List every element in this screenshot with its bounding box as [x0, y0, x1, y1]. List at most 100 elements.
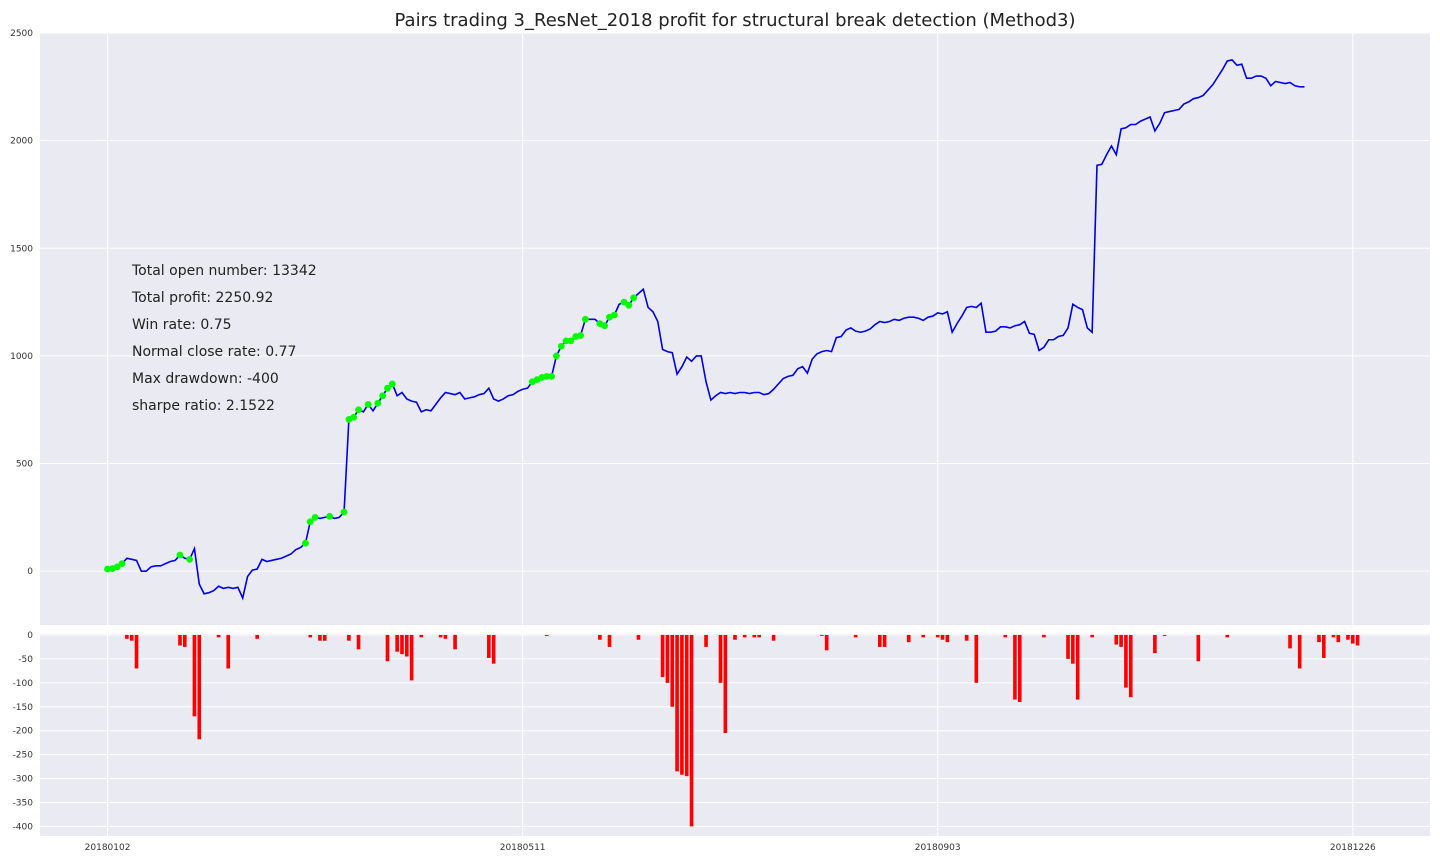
- break-marker: [620, 298, 628, 306]
- drawdown-y-tick-label: -150: [13, 703, 34, 713]
- drawdown-bar: [877, 634, 882, 647]
- drawdown-bar: [1322, 634, 1326, 658]
- drawdown-bar: [598, 634, 602, 640]
- drawdown-bar: [935, 634, 940, 638]
- drawdown-bar: [1196, 634, 1201, 662]
- break-marker: [186, 555, 194, 563]
- drawdown-bar: [491, 634, 496, 664]
- drawdown-bar: [974, 634, 979, 683]
- drawdown-bar: [945, 634, 950, 643]
- drawdown-bar: [1162, 634, 1167, 636]
- drawdown-bar: [906, 634, 911, 643]
- break-marker: [176, 551, 184, 559]
- drawdown-y-tick-label: -300: [13, 775, 34, 785]
- drawdown-bar: [1017, 634, 1022, 702]
- drawdown-bar: [395, 634, 399, 652]
- drawdown-bar: [544, 634, 549, 636]
- drawdown-bar: [129, 634, 134, 641]
- drawdown-bar: [1128, 634, 1133, 698]
- drawdown-bar: [226, 634, 231, 669]
- drawdown-bar: [684, 634, 689, 777]
- break-marker: [562, 337, 570, 345]
- break-marker: [567, 337, 575, 345]
- drawdown-bar: [1071, 634, 1075, 664]
- drawdown-y-tick-label: -100: [13, 679, 34, 689]
- drawdown-bar: [409, 634, 414, 681]
- stat-line: Total profit: 2250.92: [131, 290, 273, 306]
- chart-title: Pairs trading 3_ResNet_2018 profit for s…: [395, 10, 1076, 31]
- drawdown-bar: [1288, 634, 1292, 649]
- profit-y-tick-label: 2500: [10, 29, 33, 39]
- drawdown-y-tick-label: -250: [13, 751, 34, 761]
- profit-y-tick-labels: 0 500 1000 1500 2000 2500: [10, 29, 33, 577]
- x-tick-label: 20180903: [915, 843, 961, 853]
- break-marker: [384, 384, 391, 392]
- drawdown-bar: [192, 634, 197, 717]
- drawdown-bar: [680, 634, 684, 775]
- drawdown-bar: [453, 634, 457, 650]
- stat-line: Total open number: 13342: [131, 263, 317, 279]
- drawdown-bar: [723, 634, 728, 734]
- break-marker: [548, 372, 555, 380]
- drawdown-bar: [404, 634, 409, 657]
- profit-line: [107, 59, 1305, 601]
- drawdown-bar: [820, 634, 824, 636]
- drawdown-grid: [40, 634, 1430, 836]
- drawdown-bars: [125, 634, 1360, 827]
- x-tick-labels: 20180102 20180511 20180903 20181226: [85, 843, 1376, 853]
- break-marker: [625, 301, 633, 309]
- drawdown-y-tick-label: -350: [13, 798, 34, 808]
- stat-line: Normal close rate: 0.77: [132, 344, 296, 360]
- break-marker: [302, 539, 309, 547]
- drawdown-bar: [752, 634, 757, 638]
- drawdown-bar: [853, 634, 858, 638]
- break-marker: [388, 380, 396, 388]
- drawdown-bar: [125, 634, 129, 639]
- profit-plot-area: [40, 33, 1430, 625]
- x-tick-label: 20180102: [85, 843, 131, 853]
- break-marker: [113, 563, 121, 571]
- stats-annotations: Total open number: 13342 Total profit: 22…: [131, 263, 317, 414]
- drawdown-bar: [689, 634, 694, 827]
- drawdown-bar: [882, 634, 887, 647]
- drawdown-bar: [1124, 634, 1128, 688]
- drawdown-bar: [216, 634, 221, 638]
- profit-y-tick-label: 0: [27, 567, 33, 577]
- drawdown-bar: [347, 634, 351, 641]
- break-marker: [350, 413, 358, 421]
- drawdown-bar: [1331, 634, 1336, 638]
- stat-line: Win rate: 0.75: [132, 317, 232, 333]
- drawdown-bar: [660, 634, 665, 678]
- drawdown-bar: [742, 634, 747, 638]
- drawdown-bar: [1066, 634, 1070, 659]
- break-marker: [374, 399, 382, 407]
- drawdown-bar: [824, 634, 829, 651]
- x-tick-label: 20181226: [1330, 843, 1376, 853]
- drawdown-bar: [182, 634, 187, 647]
- profit-y-tick-label: 1500: [10, 244, 33, 254]
- drawdown-bar: [1346, 634, 1350, 640]
- drawdown-bar: [636, 634, 641, 640]
- profit-y-tick-label: 1000: [10, 352, 33, 362]
- drawdown-bar: [438, 634, 443, 638]
- drawdown-bar: [255, 634, 259, 639]
- stat-line: sharpe ratio: 2.1522: [132, 398, 275, 414]
- drawdown-bar: [487, 634, 491, 658]
- drawdown-bar: [385, 634, 390, 662]
- break-marker: [610, 311, 618, 319]
- break-marker: [340, 508, 348, 516]
- drawdown-bar: [1317, 634, 1321, 643]
- drawdown-bar: [1297, 634, 1302, 669]
- drawdown-bar: [921, 634, 926, 638]
- break-marker: [581, 315, 589, 323]
- drawdown-y-tick-labels: 0 -50 -100 -150 -200 -250 -300 -350 -400: [13, 631, 34, 832]
- profit-y-tick-label: 2000: [10, 137, 33, 147]
- drawdown-bar: [1090, 634, 1094, 638]
- drawdown-bar: [1114, 634, 1119, 645]
- drawdown-bar: [704, 634, 708, 647]
- break-marker: [379, 392, 387, 400]
- break-marker: [326, 512, 333, 520]
- break-marker: [553, 352, 560, 360]
- drawdown-bar: [178, 634, 182, 646]
